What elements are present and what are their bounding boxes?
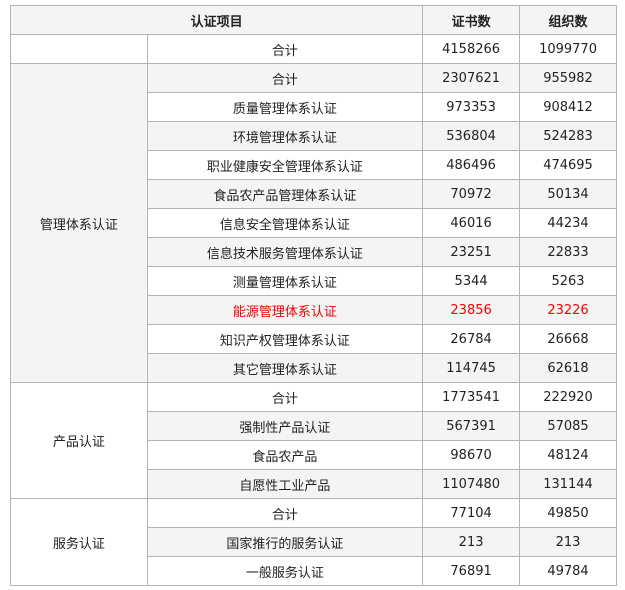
item-cell: 合计	[146, 34, 424, 64]
organizations-cell: 48124	[519, 440, 617, 470]
item-cell: 能源管理体系认证	[146, 295, 424, 325]
group-cell: 管理体系认证	[10, 63, 148, 383]
item-cell: 信息技术服务管理体系认证	[146, 237, 424, 267]
organizations-cell: 474695	[519, 150, 617, 180]
certificates-cell: 1773541	[422, 382, 521, 412]
item-cell: 合计	[146, 498, 424, 528]
certificates-cell: 114745	[422, 353, 521, 383]
item-cell: 知识产权管理体系认证	[146, 324, 424, 354]
certificates-cell: 76891	[422, 556, 521, 586]
table-row: 合计 4158266 1099770	[10, 34, 617, 64]
certificates-cell: 46016	[422, 208, 521, 238]
item-cell: 职业健康安全管理体系认证	[146, 150, 424, 180]
certificates-cell: 26784	[422, 324, 521, 354]
organizations-cell: 22833	[519, 237, 617, 267]
organizations-cell: 49850	[519, 498, 617, 528]
certification-table: 认证项目 证书数 组织数 合计 4158266 1099770 管理体系认证 合计 230…	[9, 5, 617, 586]
certificates-cell: 77104	[422, 498, 521, 528]
table-row: 信息安全管理体系认证 46016 44234	[11, 208, 617, 238]
organizations-cell: 908412	[519, 92, 617, 122]
item-cell: 合计	[146, 63, 424, 93]
item-cell: 信息安全管理体系认证	[146, 208, 424, 238]
table-row: 质量管理体系认证 973353 908412	[11, 92, 617, 122]
organizations-cell: 5263	[519, 266, 617, 296]
organizations-cell: 1099770	[519, 34, 617, 64]
header-organizations: 组织数	[519, 5, 617, 35]
organizations-cell: 524283	[519, 121, 617, 151]
certificates-cell: 567391	[422, 411, 521, 441]
certificates-cell: 213	[422, 527, 521, 557]
item-cell: 合计	[146, 382, 424, 412]
table-row: 能源管理体系认证 23856 23226	[11, 295, 617, 325]
table-row: 国家推行的服务认证 213 213	[11, 527, 617, 557]
item-cell: 食品农产品	[146, 440, 424, 470]
item-cell: 环境管理体系认证	[146, 121, 424, 151]
group-cell	[10, 34, 148, 64]
header-certificates: 证书数	[422, 5, 521, 35]
table-row: 服务认证 合计 77104 49850	[10, 498, 617, 586]
table-row: 食品农产品 98670 48124	[11, 440, 617, 470]
certificates-cell: 98670	[422, 440, 521, 470]
organizations-cell: 131144	[519, 469, 617, 499]
organizations-cell: 49784	[519, 556, 617, 586]
table-row: 产品认证 合计 1773541 222920	[10, 382, 617, 499]
table-row: 环境管理体系认证 536804 524283	[11, 121, 617, 151]
certificates-cell: 1107480	[422, 469, 521, 499]
table-row: 管理体系认证 合计 2307621 955982	[10, 63, 617, 383]
table-row: 强制性产品认证 567391 57085	[11, 411, 617, 441]
certificates-cell: 4158266	[422, 34, 521, 64]
table-row: 自愿性工业产品 1107480 131144	[11, 469, 617, 499]
organizations-cell: 26668	[519, 324, 617, 354]
certificates-cell: 536804	[422, 121, 521, 151]
table-row: 食品农产品管理体系认证 70972 50134	[11, 179, 617, 209]
table-row: 职业健康安全管理体系认证 486496 474695	[11, 150, 617, 180]
item-cell: 食品农产品管理体系认证	[146, 179, 424, 209]
table-row: 其它管理体系认证 114745 62618	[11, 353, 617, 383]
organizations-cell: 955982	[519, 63, 617, 93]
organizations-cell: 44234	[519, 208, 617, 238]
organizations-cell: 23226	[519, 295, 617, 325]
table-row: 信息技术服务管理体系认证 23251 22833	[11, 237, 617, 267]
organizations-cell: 50134	[519, 179, 617, 209]
group-cell: 产品认证	[10, 382, 148, 499]
header-row: 认证项目 证书数 组织数	[9, 5, 617, 35]
certificates-cell: 70972	[422, 179, 521, 209]
organizations-cell: 213	[519, 527, 617, 557]
table-row: 知识产权管理体系认证 26784 26668	[11, 324, 617, 354]
certificates-cell: 23251	[422, 237, 521, 267]
item-cell: 强制性产品认证	[146, 411, 424, 441]
item-cell: 国家推行的服务认证	[146, 527, 424, 557]
item-cell: 其它管理体系认证	[146, 353, 424, 383]
organizations-cell: 222920	[519, 382, 617, 412]
certificates-cell: 486496	[422, 150, 521, 180]
certificates-cell: 973353	[422, 92, 521, 122]
group-cell: 服务认证	[10, 498, 148, 586]
certificates-cell: 2307621	[422, 63, 521, 93]
item-cell: 一般服务认证	[146, 556, 424, 586]
organizations-cell: 57085	[519, 411, 617, 441]
table-row: 一般服务认证 76891 49784	[11, 556, 617, 586]
certificates-cell: 5344	[422, 266, 521, 296]
item-cell: 测量管理体系认证	[146, 266, 424, 296]
item-cell: 自愿性工业产品	[146, 469, 424, 499]
header-item: 认证项目	[9, 5, 424, 35]
certificates-cell: 23856	[422, 295, 521, 325]
organizations-cell: 62618	[519, 353, 617, 383]
item-cell: 质量管理体系认证	[146, 92, 424, 122]
